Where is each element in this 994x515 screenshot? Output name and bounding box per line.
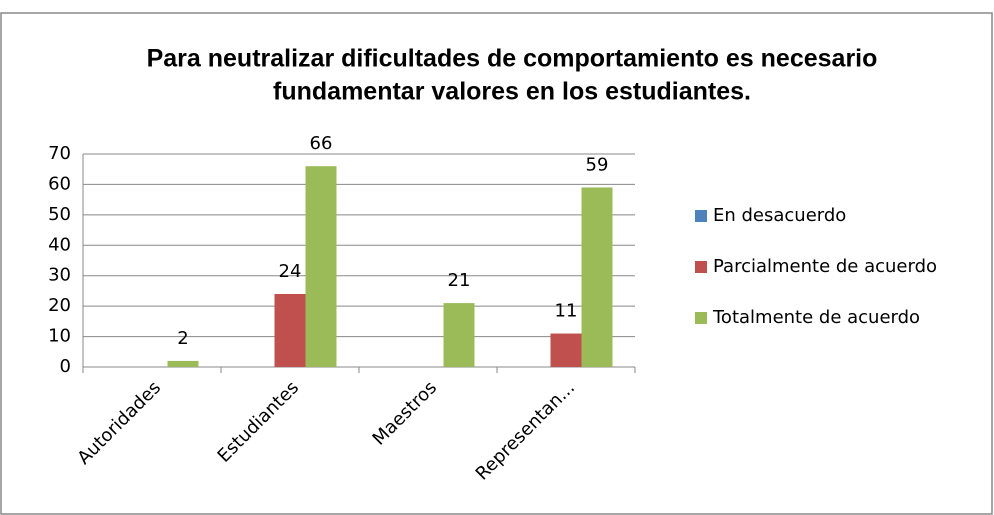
legend-label: En desacuerdo — [713, 205, 846, 226]
chart-title: fundamentar valores en los estudiantes. — [273, 78, 751, 106]
y-tick-label: 0 — [60, 356, 71, 377]
data-label: 2 — [177, 328, 188, 349]
legend-swatch — [695, 210, 707, 222]
bar — [581, 187, 613, 367]
data-label: 24 — [279, 261, 302, 282]
y-tick-label: 30 — [48, 265, 71, 286]
legend-label: Totalmente de acuerdo — [712, 307, 920, 328]
y-tick-label: 20 — [48, 295, 71, 316]
bar — [443, 303, 475, 367]
data-label: 59 — [586, 154, 609, 175]
data-label: 66 — [310, 133, 333, 154]
y-tick-label: 60 — [48, 173, 71, 194]
y-tick-label: 40 — [48, 234, 71, 255]
bar — [550, 333, 582, 367]
data-label: 11 — [555, 301, 578, 322]
y-tick-label: 50 — [48, 204, 71, 225]
chart-title: Para neutralizar dificultades de comport… — [147, 45, 878, 73]
y-tick-label: 10 — [48, 326, 71, 347]
legend-label: Parcialmente de acuerdo — [713, 256, 937, 277]
legend-swatch — [695, 261, 707, 273]
legend-swatch — [695, 312, 707, 324]
chart-border — [0, 12, 993, 515]
data-label: 21 — [448, 270, 471, 291]
bar — [305, 166, 337, 367]
bar — [274, 293, 306, 367]
y-tick-label: 70 — [48, 143, 71, 164]
bar — [167, 360, 199, 367]
